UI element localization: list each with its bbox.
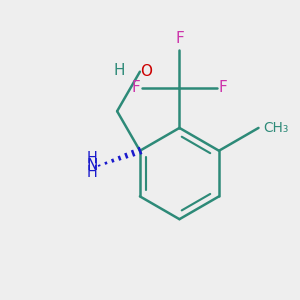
Text: N: N — [86, 158, 98, 173]
Text: H: H — [87, 165, 98, 180]
Text: F: F — [132, 80, 140, 95]
Text: O: O — [140, 64, 152, 79]
Text: H: H — [87, 151, 98, 166]
Text: H: H — [114, 63, 125, 78]
Text: F: F — [175, 31, 184, 46]
Text: F: F — [218, 80, 227, 95]
Text: CH₃: CH₃ — [263, 121, 288, 135]
